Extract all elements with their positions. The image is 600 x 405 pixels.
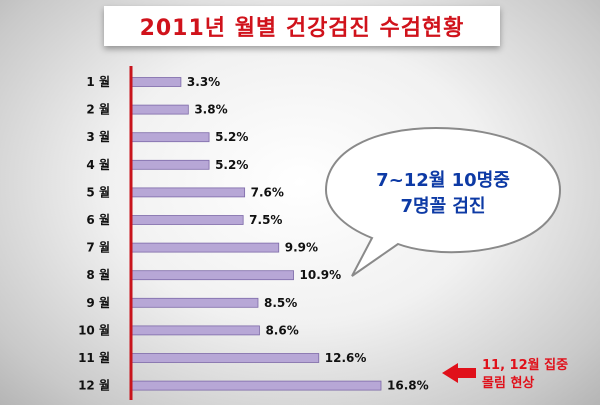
bar bbox=[131, 187, 246, 198]
value-label: 3.3% bbox=[187, 75, 220, 89]
bar bbox=[131, 270, 294, 281]
month-label: 9 월 bbox=[86, 295, 110, 310]
bar bbox=[131, 159, 210, 170]
title-box: 2011년 월별 건강검진 수검현황 bbox=[104, 6, 500, 46]
bar bbox=[131, 77, 182, 87]
value-label: 7.5% bbox=[249, 213, 282, 227]
bar bbox=[131, 215, 244, 225]
bar bbox=[131, 325, 260, 336]
month-label: 10 월 bbox=[78, 322, 110, 337]
annotation-line2: 몰림 현상 bbox=[482, 375, 534, 391]
value-label: 8.5% bbox=[264, 296, 297, 310]
month-label: 3 월 bbox=[86, 129, 110, 144]
left-arrow-icon bbox=[442, 363, 476, 383]
month-label: 11 월 bbox=[78, 350, 110, 365]
value-label: 10.9% bbox=[300, 268, 342, 282]
value-label: 5.2% bbox=[215, 158, 248, 172]
speech-bubble-shape bbox=[324, 126, 562, 277]
value-label: 7.6% bbox=[251, 185, 284, 199]
bar bbox=[131, 242, 280, 253]
bar bbox=[131, 297, 259, 308]
month-label: 8 월 bbox=[86, 267, 110, 282]
month-label: 1 월 bbox=[86, 74, 110, 89]
bars-group: 1 월 3.3% 2 월 3.8% 3 월 5.2% 4 월 5.2% 5 월 7.6% 6 월 7.… bbox=[78, 74, 429, 393]
bar bbox=[131, 104, 189, 115]
bar bbox=[131, 132, 210, 143]
callout-line2: 7명꼴 검진 bbox=[400, 196, 485, 217]
month-label: 12 월 bbox=[78, 378, 110, 393]
value-label: 12.6% bbox=[325, 351, 367, 365]
bar bbox=[131, 353, 320, 363]
callout-bubble: 7~12월 10명중 7명꼴 검진 bbox=[324, 126, 562, 277]
chart-title: 2011년 월별 건강검진 수검현황 bbox=[139, 16, 465, 41]
month-label: 5 월 bbox=[86, 184, 110, 199]
month-label: 2 월 bbox=[86, 102, 110, 117]
value-label: 5.2% bbox=[215, 130, 248, 144]
value-label: 8.6% bbox=[265, 323, 298, 337]
month-label: 4 월 bbox=[86, 157, 110, 172]
month-label: 6 월 bbox=[86, 212, 110, 227]
value-label: 3.8% bbox=[194, 103, 227, 117]
bar bbox=[131, 380, 382, 391]
callout-line1: 7~12월 10명중 bbox=[376, 170, 510, 191]
annotation: 11, 12월 집중 몰림 현상 bbox=[442, 357, 568, 391]
value-label: 16.8% bbox=[387, 379, 429, 393]
annotation-line1: 11, 12월 집중 bbox=[482, 357, 568, 373]
value-label: 9.9% bbox=[285, 241, 318, 255]
month-label: 7 월 bbox=[86, 240, 110, 255]
